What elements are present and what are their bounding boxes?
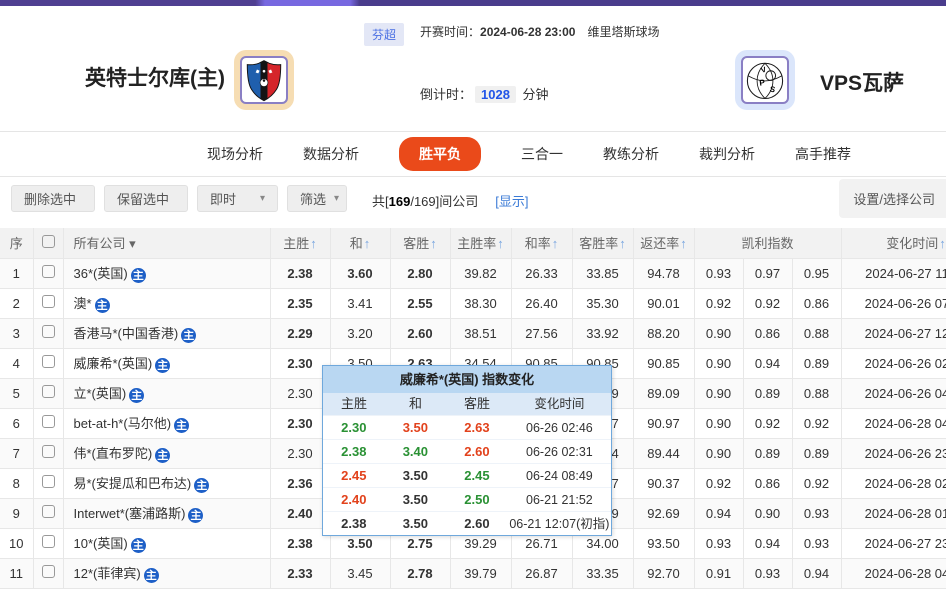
svg-text:V: V xyxy=(760,65,768,75)
svg-text:P: P xyxy=(759,77,766,88)
svg-text:S: S xyxy=(769,85,776,95)
